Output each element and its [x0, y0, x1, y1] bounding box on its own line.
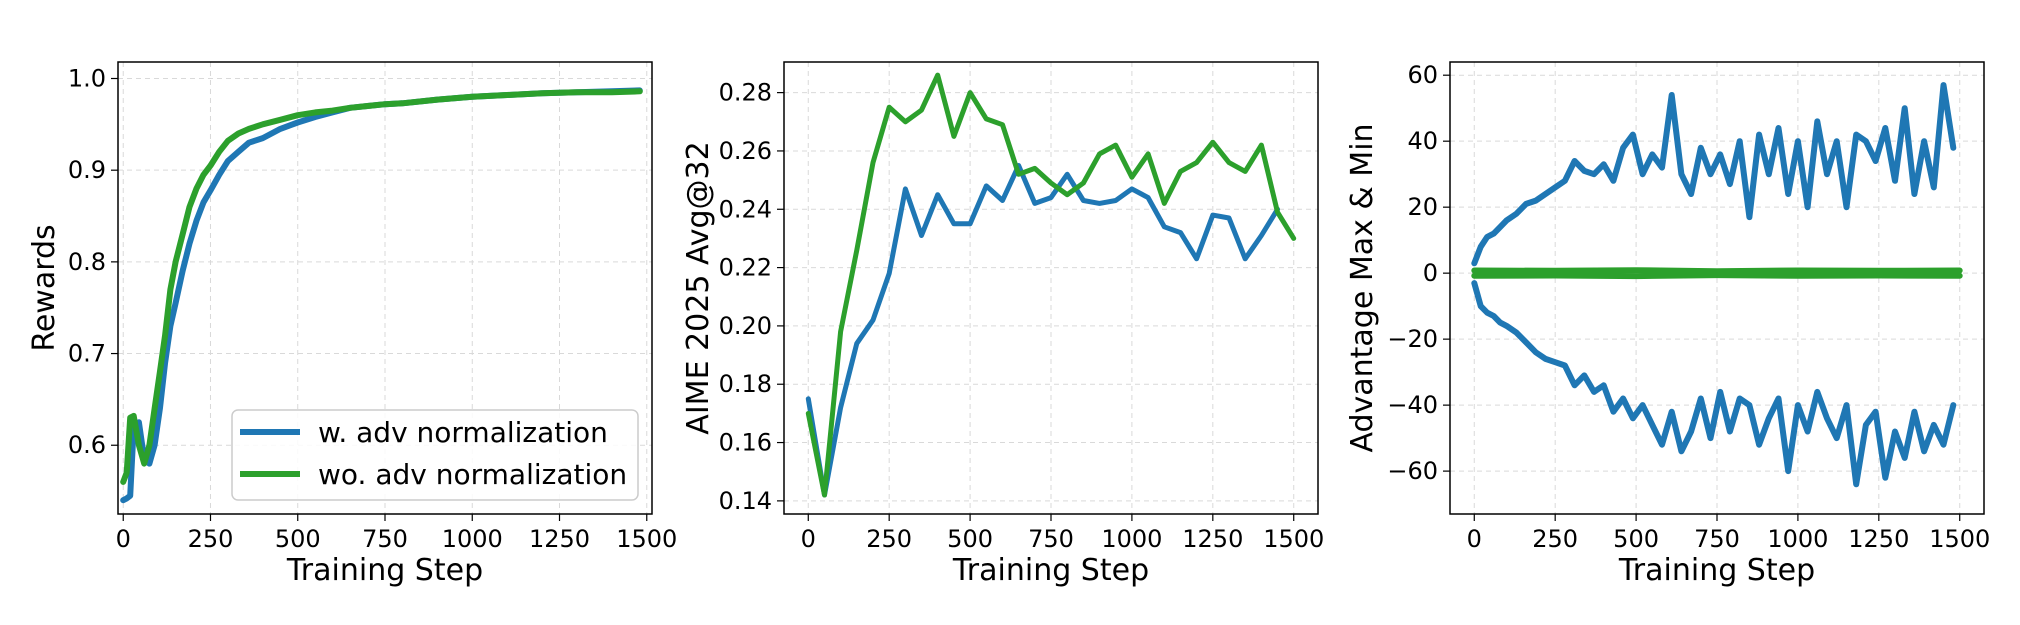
x-axis-label: Training Step [1618, 553, 1815, 588]
chart-panel-advantage: 0 250 500 750 1000 1250 1500 −60−40−200204060 … [1345, 61, 1990, 588]
y-tick-label: 1.0 [68, 65, 106, 93]
y-tick-label: −60 [1387, 457, 1438, 485]
x-tick-label: 500 [947, 525, 993, 553]
x-tick-label: 1250 [1848, 525, 1909, 553]
x-tick-label: 0 [116, 525, 131, 553]
legend-label: wo. adv normalization [318, 458, 627, 491]
x-tick-label: 250 [188, 525, 234, 553]
series-line [805, 163, 1280, 498]
y-tick-label: 20 [1407, 193, 1438, 221]
y-tick-label: −40 [1387, 391, 1438, 419]
y-tick-label: 0.7 [68, 340, 106, 368]
y-tick-label: 0.9 [68, 156, 106, 184]
legend-box [231, 409, 639, 501]
y-axis-label: Rewards [27, 224, 62, 351]
series-line [1471, 280, 1957, 488]
x-axis-label: Training Step [286, 553, 483, 588]
x-tick-label: 0 [801, 525, 816, 553]
y-tick-label: 0.22 [719, 254, 772, 282]
y-tick-label: 0.26 [719, 137, 772, 165]
y-tick-label: 0.18 [719, 370, 772, 398]
x-tick-label: 750 [1028, 525, 1074, 553]
y-tick-label: 0.20 [719, 312, 772, 340]
y-tick-label: 0.28 [719, 79, 772, 107]
x-tick-label: 1000 [1767, 525, 1828, 553]
x-tick-label: 500 [275, 525, 321, 553]
x-axis-label: Training Step [952, 553, 1149, 588]
x-tick-label: 250 [1532, 525, 1578, 553]
series-line [1471, 82, 1957, 267]
x-tick-label: 0 [1467, 525, 1482, 553]
x-tick-label: 1500 [1929, 525, 1990, 553]
y-tick-label: 0.16 [719, 429, 772, 457]
x-tick-label: 1000 [442, 525, 503, 553]
x-tick-label: 750 [362, 525, 408, 553]
x-tick-label: 750 [1694, 525, 1740, 553]
y-axis-label: AIME 2025 Avg@32 [681, 141, 716, 434]
series-line [1471, 272, 1963, 280]
x-tick-label: 1500 [1263, 525, 1324, 553]
legend-label: w. adv normalization [318, 416, 608, 449]
series-line [805, 72, 1297, 498]
x-tick-label: 500 [1613, 525, 1659, 553]
y-tick-label: 40 [1407, 127, 1438, 155]
x-tick-label: 1250 [1182, 525, 1243, 553]
series-line [1471, 267, 1963, 275]
y-tick-label: 60 [1407, 61, 1438, 89]
y-tick-label: 0.6 [68, 431, 106, 459]
y-tick-label: −20 [1387, 325, 1438, 353]
y-axis-label: Advantage Max & Min [1345, 123, 1380, 452]
y-tick-label: 0.14 [719, 487, 772, 515]
x-tick-label: 1250 [529, 525, 590, 553]
series-line [120, 88, 643, 485]
y-tick-label: 0.24 [719, 195, 772, 223]
x-tick-label: 1500 [616, 525, 677, 553]
chart-panel-rewards: 0 250 500 750 1000 1250 1500 0.6 0.7 0.8 0.9 1.0 T… [27, 61, 677, 588]
x-tick-label: 1000 [1101, 525, 1162, 553]
chart-panel-aime: 0 250 500 750 1000 1250 1500 0.14 0.16 0.18 0.20 0… [681, 61, 1324, 588]
x-tick-label: 250 [866, 525, 912, 553]
legend: w. adv normalization wo. adv normalizati… [231, 409, 639, 501]
y-tick-label: 0 [1423, 259, 1438, 287]
y-tick-label: 0.8 [68, 248, 106, 276]
